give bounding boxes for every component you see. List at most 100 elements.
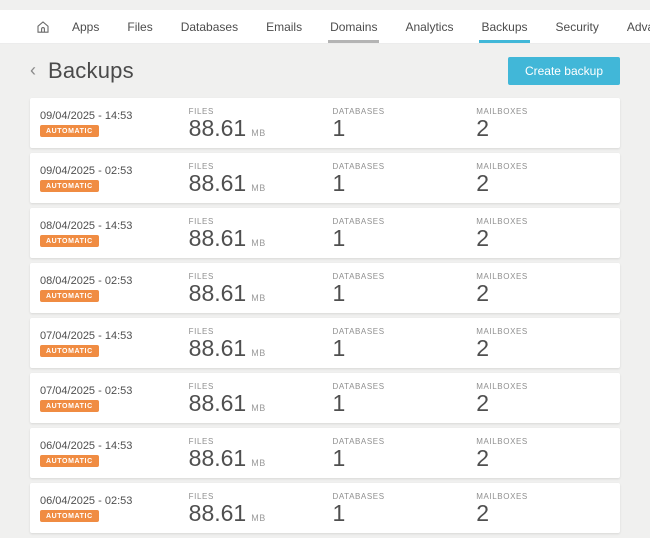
databases-cell: DATABASES 1: [332, 428, 476, 478]
files-label: FILES: [188, 107, 214, 116]
nav-tab-label: Advanced: [626, 19, 650, 34]
nav-tab-label: Analytics: [405, 19, 454, 34]
databases-value: 1: [332, 445, 346, 471]
files-label: FILES: [188, 492, 214, 501]
databases-value: 1: [332, 225, 346, 251]
automatic-badge: AUTOMATIC: [40, 179, 99, 192]
databases-value: 1: [332, 335, 346, 361]
mailboxes-value: 2: [476, 390, 490, 416]
mailboxes-label: MAILBOXES: [476, 217, 528, 226]
backup-when-cell: 08/04/2025 - 02:53 AUTOMATIC: [40, 263, 189, 313]
files-cell: FILES 88.61 MB: [189, 98, 333, 148]
nav-tab-label: Emails: [266, 19, 303, 34]
mailboxes-value: 2: [476, 225, 490, 251]
files-size: 88.61: [188, 225, 247, 251]
create-backup-button[interactable]: Create backup: [507, 57, 620, 85]
databases-value: 1: [332, 280, 346, 306]
automatic-badge: AUTOMATIC: [40, 344, 99, 357]
databases-label: DATABASES: [332, 162, 385, 171]
files-size: 88.61: [188, 445, 247, 471]
back-chevron-icon[interactable]: ‹: [30, 60, 36, 80]
files-size: 88.61: [188, 115, 247, 141]
mailboxes-value: 2: [476, 280, 490, 306]
files-cell: FILES 88.61 MB: [189, 428, 333, 478]
mailboxes-label: MAILBOXES: [476, 107, 528, 116]
backup-datetime: 07/04/2025 - 02:53: [40, 384, 133, 397]
files-size: 88.61: [188, 390, 247, 416]
backup-datetime: 09/04/2025 - 02:53: [40, 164, 133, 177]
nav-tab-analytics[interactable]: Analytics: [391, 10, 467, 43]
nav-tab-files[interactable]: Files: [113, 10, 166, 43]
mailboxes-value: 2: [476, 500, 490, 526]
nav-tab-emails[interactable]: Emails: [252, 10, 316, 43]
files-size: 88.61: [188, 170, 247, 196]
nav-tab-backups[interactable]: Backups: [467, 10, 541, 43]
databases-label: DATABASES: [332, 217, 385, 226]
files-value: 88.61 MB: [189, 335, 333, 361]
nav-tab-domains[interactable]: Domains: [316, 10, 391, 43]
databases-label: DATABASES: [332, 272, 385, 281]
mailboxes-value: 2: [476, 445, 490, 471]
mailboxes-cell: MAILBOXES 2: [476, 208, 620, 258]
files-unit: MB: [251, 128, 266, 138]
databases-cell: DATABASES 1: [332, 373, 476, 423]
files-cell: FILES 88.61 MB: [189, 318, 333, 368]
automatic-badge: AUTOMATIC: [40, 454, 99, 467]
nav-tab-apps[interactable]: Apps: [58, 10, 113, 43]
backup-row[interactable]: 09/04/2025 - 14:53 AUTOMATIC FILES 88.61…: [30, 98, 620, 148]
files-unit: MB: [251, 183, 266, 193]
files-unit: MB: [251, 238, 266, 248]
backup-datetime: 07/04/2025 - 14:53: [40, 329, 133, 342]
files-cell: FILES 88.61 MB: [189, 483, 333, 533]
databases-label: DATABASES: [332, 107, 385, 116]
home-button[interactable]: [28, 10, 58, 43]
files-value: 88.61 MB: [188, 390, 333, 416]
databases-cell: DATABASES 1: [332, 98, 476, 148]
nav-tab-security[interactable]: Security: [542, 10, 613, 43]
nav-tab-databases[interactable]: Databases: [167, 10, 252, 43]
files-value: 88.61 MB: [188, 280, 333, 306]
backup-list: 09/04/2025 - 14:53 AUTOMATIC FILES 88.61…: [30, 98, 620, 533]
automatic-badge: AUTOMATIC: [40, 289, 99, 302]
mailboxes-value: 2: [476, 115, 490, 141]
backup-row[interactable]: 09/04/2025 - 02:53 AUTOMATIC FILES 88.61…: [30, 153, 620, 203]
files-value: 88.61 MB: [188, 445, 333, 471]
automatic-badge: AUTOMATIC: [40, 509, 99, 522]
files-label: FILES: [188, 327, 214, 336]
files-size: 88.61: [188, 500, 247, 526]
backup-row[interactable]: 08/04/2025 - 02:53 AUTOMATIC FILES 88.61…: [30, 263, 620, 313]
mailboxes-label: MAILBOXES: [476, 492, 528, 501]
backup-when-cell: 09/04/2025 - 14:53 AUTOMATIC: [40, 98, 189, 148]
backup-row[interactable]: 07/04/2025 - 02:53 AUTOMATIC FILES 88.61…: [30, 373, 620, 423]
mailboxes-value: 2: [476, 335, 490, 361]
mailboxes-cell: MAILBOXES 2: [476, 318, 620, 368]
nav-tab-advanced[interactable]: Advanced: [613, 10, 650, 43]
files-unit: MB: [251, 403, 266, 413]
files-cell: FILES 88.61 MB: [189, 373, 333, 423]
top-navbar: Apps Files Databases Emails Domains Anal…: [0, 10, 650, 44]
backup-datetime: 08/04/2025 - 14:53: [40, 219, 133, 232]
mailboxes-label: MAILBOXES: [476, 382, 528, 391]
backup-row[interactable]: 06/04/2025 - 02:53 AUTOMATIC FILES 88.61…: [30, 483, 620, 533]
backup-when-cell: 09/04/2025 - 02:53 AUTOMATIC: [40, 153, 189, 203]
files-label: FILES: [188, 437, 214, 446]
files-size: 88.61: [188, 280, 247, 306]
backup-when-cell: 07/04/2025 - 14:53 AUTOMATIC: [40, 318, 189, 368]
backup-row[interactable]: 07/04/2025 - 14:53 AUTOMATIC FILES 88.61…: [30, 318, 620, 368]
databases-label: DATABASES: [332, 327, 385, 336]
backup-datetime: 06/04/2025 - 02:53: [40, 494, 133, 507]
databases-value: 1: [332, 170, 346, 196]
main-content: ‹ Backups Create backup 09/04/2025 - 14:…: [0, 44, 650, 533]
databases-cell: DATABASES 1: [332, 483, 476, 533]
files-label: FILES: [188, 162, 214, 171]
mailboxes-label: MAILBOXES: [476, 272, 528, 281]
databases-cell: DATABASES 1: [332, 153, 476, 203]
home-icon: [37, 20, 49, 33]
nav-items: Apps Files Databases Emails Domains Anal…: [58, 10, 650, 43]
backup-row[interactable]: 06/04/2025 - 14:53 AUTOMATIC FILES 88.61…: [30, 428, 620, 478]
backup-datetime: 08/04/2025 - 02:53: [40, 274, 133, 287]
automatic-badge: AUTOMATIC: [40, 399, 99, 412]
files-value: 88.61 MB: [188, 225, 333, 251]
backup-row[interactable]: 08/04/2025 - 14:53 AUTOMATIC FILES 88.61…: [30, 208, 620, 258]
files-label: FILES: [188, 217, 214, 226]
